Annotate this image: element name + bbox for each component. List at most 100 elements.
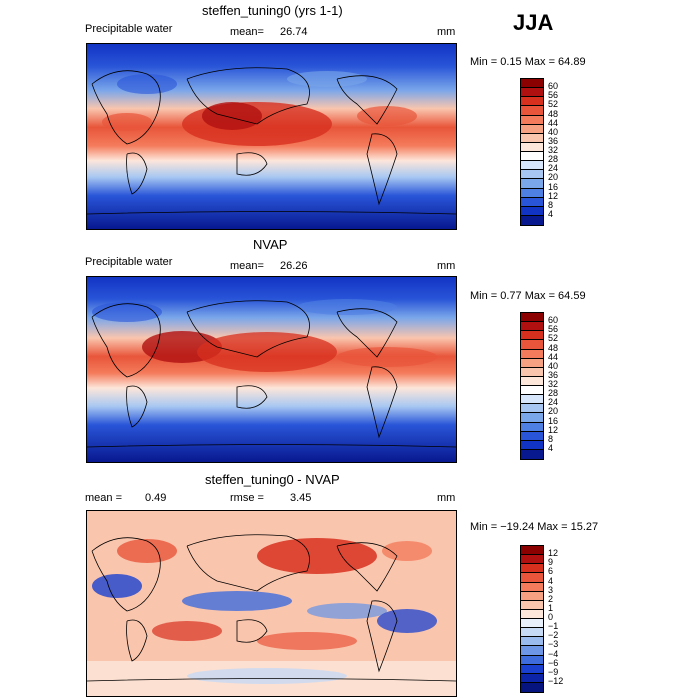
colorbar-tick-label: 48 (548, 342, 559, 353)
colorbar-segment (521, 170, 543, 180)
panel1-title: steffen_tuning0 (yrs 1-1) (202, 3, 343, 18)
colorbar-segment (521, 349, 543, 359)
colorbar-segment (521, 600, 543, 610)
colorbar-tick-label: 20 (548, 172, 559, 183)
colorbar-tick-label: −6 (548, 657, 559, 668)
panel2-map-field (87, 277, 456, 462)
panel1-colorbar (520, 78, 544, 226)
colorbar-tick-label: 6 (548, 566, 554, 577)
colorbar-tick-label: 56 (548, 324, 559, 335)
panel2-colorbar (520, 312, 544, 460)
colorbar-segment (521, 646, 543, 656)
colorbar-segment (521, 97, 543, 107)
panel3-rmse-value: 3.45 (290, 492, 312, 504)
colorbar-segment (521, 440, 543, 450)
panel2-mean-value: 26.26 (280, 260, 308, 272)
colorbar-tick-label: 9 (548, 557, 554, 568)
colorbar-tick-label: 24 (548, 397, 559, 408)
colorbar-tick-label: 4 (548, 208, 554, 219)
colorbar-segment (521, 188, 543, 198)
panel1-map (86, 43, 457, 230)
panel1-variable: Precipitable water (85, 23, 173, 35)
colorbar-tick-label: 52 (548, 99, 559, 110)
colorbar-segment (521, 582, 543, 592)
colorbar-tick-label: 8 (548, 199, 554, 210)
colorbar-tick-label: 32 (548, 145, 559, 155)
colorbar-tick-label: 28 (548, 388, 559, 399)
colorbar-segment (521, 564, 543, 574)
panel3-title: steffen_tuning0 - NVAP (205, 472, 340, 487)
panel3-coastlines (87, 534, 456, 682)
panel1-map-field (87, 44, 456, 229)
colorbar-segment (521, 376, 543, 386)
colorbar-segment (521, 331, 543, 341)
colorbar-tick-label: 60 (548, 315, 559, 326)
colorbar-segment (521, 413, 543, 423)
colorbar-segment (521, 573, 543, 583)
colorbar-tick-label: 52 (548, 333, 559, 344)
colorbar-tick-label: 16 (548, 415, 559, 426)
panel2-coastlines (87, 300, 456, 448)
colorbar-segment (521, 404, 543, 414)
panel1-minmax: Min = 0.15 Max = 64.89 (470, 56, 586, 68)
colorbar-tick-label: 60 (548, 81, 559, 92)
colorbar-segment (521, 628, 543, 638)
colorbar-tick-label: 8 (548, 433, 554, 444)
colorbar-segment (521, 215, 543, 225)
panel2-title: NVAP (253, 237, 288, 252)
season-label: JJA (513, 10, 554, 35)
colorbar-tick-label: 12 (548, 424, 559, 435)
colorbar-segment (521, 358, 543, 368)
colorbar-tick-label: −3 (548, 639, 559, 650)
panel2-units: mm (437, 260, 456, 272)
colorbar-segment (521, 555, 543, 565)
colorbar-tick-label: −12 (548, 675, 564, 686)
colorbar-tick-label: 20 (548, 406, 559, 417)
colorbar-segment (521, 106, 543, 116)
colorbar-tick-label: 36 (548, 369, 559, 380)
colorbar-segment (521, 682, 543, 692)
colorbar-tick-label: 44 (548, 117, 559, 128)
colorbar-segment (521, 395, 543, 405)
panel1-units: mm (437, 26, 456, 38)
colorbar-tick-label: 4 (548, 442, 554, 453)
colorbar-segment (521, 152, 543, 162)
colorbar-segment (521, 431, 543, 441)
colorbar-segment (521, 124, 543, 134)
panel3-mean-value: 0.49 (145, 492, 167, 504)
colorbar-tick-label: −1 (548, 621, 559, 632)
colorbar-tick-label: 32 (548, 379, 559, 389)
colorbar-segment (521, 179, 543, 189)
colorbar-tick-label: 48 (548, 108, 559, 119)
colorbar-segment (521, 619, 543, 629)
colorbar-segment (521, 322, 543, 332)
panel3-minmax: Min = −19.24 Max = 15.27 (470, 521, 599, 533)
colorbar-tick-label: 56 (548, 90, 559, 101)
colorbar-segment (521, 655, 543, 665)
colorbar-segment (521, 673, 543, 683)
panel3-colorbar (520, 545, 544, 693)
colorbar-segment (521, 197, 543, 207)
colorbar-segment (521, 88, 543, 98)
colorbar-tick-label: 40 (548, 126, 559, 137)
colorbar-tick-label: 12 (548, 190, 559, 201)
colorbar-segment (521, 664, 543, 674)
panel2-map (86, 276, 457, 463)
colorbar-tick-label: 3 (548, 584, 554, 595)
colorbar-segment (521, 133, 543, 143)
colorbar-segment (521, 340, 543, 350)
colorbar-segment (521, 161, 543, 171)
colorbar-segment (521, 142, 543, 152)
panel1-coastlines (87, 67, 456, 215)
colorbar-tick-label: 40 (548, 360, 559, 371)
colorbar-segment (521, 206, 543, 216)
colorbar-segment (521, 386, 543, 396)
colorbar-tick-label: −9 (548, 666, 559, 677)
colorbar-tick-label: 28 (548, 154, 559, 165)
colorbar-tick-label: 36 (548, 135, 559, 146)
panel3-map (86, 510, 457, 697)
colorbar-tick-label: 0 (548, 612, 554, 622)
colorbar-segment (521, 591, 543, 601)
colorbar-segment (521, 546, 543, 556)
panel1-mean-value: 26.74 (280, 26, 308, 38)
